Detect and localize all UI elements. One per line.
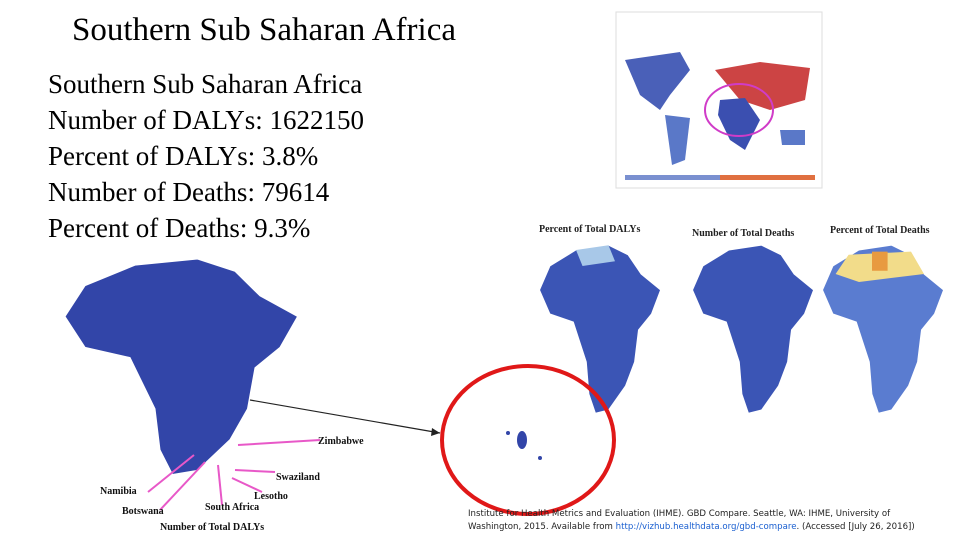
title: Southern Sub Saharan Africa: [72, 12, 456, 48]
arrow-head: [431, 428, 440, 436]
world-map: [615, 11, 823, 189]
summary-line: Percent of Deaths: 9.3%: [48, 213, 311, 243]
pointer-arrows: [147, 439, 321, 511]
map-label: Botswana: [122, 506, 164, 517]
summary-line: Number of DALYs: 1622150: [48, 105, 365, 135]
citation-link[interactable]: http://vizhub.healthdata.org/gbd-compare: [615, 522, 797, 532]
citation: Institute for Health Metrics and Evaluat…: [468, 508, 938, 534]
arrow: [249, 399, 441, 434]
map-caption: Number of Total DALYs: [160, 522, 265, 533]
map-caption: Number of Total Deaths: [692, 228, 795, 239]
map-label: Swaziland: [276, 472, 320, 483]
map-label: South Africa: [205, 502, 260, 513]
map-label: Lesotho: [254, 491, 288, 502]
citation-text: Institute for Health Metrics and Evaluat…: [468, 509, 891, 532]
summary-line: Southern Sub Saharan Africa: [48, 69, 363, 99]
islands: [506, 431, 542, 460]
small-map-pct-deaths: [821, 244, 945, 415]
highlight-circle: [440, 364, 616, 516]
main-map: [63, 257, 299, 476]
small-map-deaths: [691, 244, 815, 415]
map-caption: Percent of Total Deaths: [830, 225, 930, 236]
map-label: Namibia: [100, 486, 137, 497]
map-label: Zimbabwe: [318, 436, 364, 447]
citation-text: . (Accessed [July 26, 2016]): [796, 522, 915, 532]
map-caption: Percent of Total DALYs: [539, 224, 641, 235]
small-map-dalys: [538, 244, 662, 415]
summary-line: Number of Deaths: 79614: [48, 177, 330, 207]
summary: Southern Sub Saharan Africa Number of DA…: [48, 66, 364, 246]
summary-line: Percent of DALYs: 3.8%: [48, 141, 319, 171]
